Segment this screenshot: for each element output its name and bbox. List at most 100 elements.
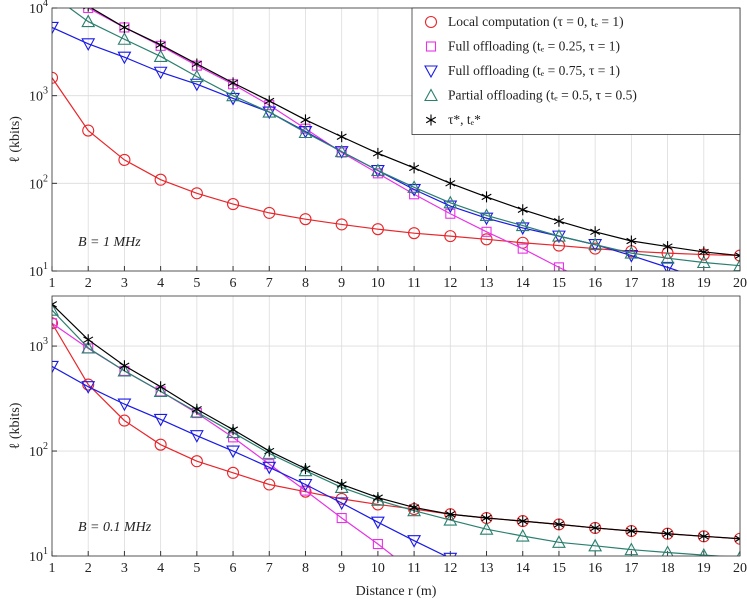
marker [660, 251, 675, 264]
legend-marker [425, 114, 437, 126]
plot-area [52, 296, 740, 556]
x-tick-label: 13 [480, 276, 494, 291]
marker [336, 512, 347, 524]
marker [81, 381, 96, 394]
y-axis-label: ℓ (kbits) [8, 116, 23, 163]
marker [299, 213, 312, 226]
x-tick-label: 1 [49, 561, 56, 576]
marker [334, 497, 349, 511]
marker [662, 528, 673, 540]
marker [590, 522, 601, 534]
marker [479, 208, 494, 222]
marker [552, 239, 565, 252]
x-tick-label: 19 [697, 561, 711, 576]
marker [734, 250, 740, 262]
marker [336, 478, 347, 490]
marker [481, 191, 492, 203]
legend-label: Full offloading (tₑ = 0.25, τ = 1) [448, 39, 620, 54]
marker [481, 226, 492, 237]
x-tick-label: 14 [516, 561, 530, 576]
x-axis-label: Distance r (m) [356, 584, 437, 599]
marker [264, 95, 275, 107]
marker [515, 218, 530, 232]
marker [443, 200, 458, 214]
marker [83, 8, 94, 12]
marker [517, 204, 528, 216]
marker [191, 58, 202, 70]
marker [155, 39, 166, 51]
marker [517, 243, 528, 254]
marker [372, 492, 383, 504]
legend-label: Local computation (τ = 0, tₑ = 1) [448, 14, 624, 29]
marker [155, 381, 166, 393]
legend-marker [424, 15, 438, 29]
marker [264, 445, 275, 457]
legend-label: Partial offloading (tₑ = 0.5, τ = 0.5) [448, 88, 637, 103]
marker [262, 104, 277, 118]
marker [119, 360, 130, 372]
marker [153, 384, 168, 397]
legend-marker [424, 88, 438, 102]
x-tick-label: 20 [733, 276, 747, 291]
marker [82, 378, 95, 391]
x-tick-label: 8 [302, 561, 309, 576]
marker [190, 455, 203, 468]
x-tick-label: 17 [624, 561, 638, 576]
legend-marker [424, 65, 438, 79]
marker [553, 262, 564, 271]
marker [117, 51, 132, 65]
marker [263, 206, 276, 219]
x-tick-label: 1 [49, 276, 56, 291]
marker [153, 66, 168, 80]
marker [626, 525, 637, 537]
marker [336, 131, 347, 143]
marker [52, 298, 58, 310]
marker [408, 227, 421, 240]
series-line [52, 365, 447, 556]
marker [407, 503, 422, 517]
marker [480, 233, 493, 246]
marker [699, 547, 709, 556]
x-tick-label: 17 [624, 276, 638, 291]
marker [154, 438, 167, 451]
marker [661, 545, 674, 556]
marker [517, 515, 528, 527]
plot-frame [51, 295, 741, 557]
plot-series [52, 298, 740, 556]
marker [624, 542, 639, 556]
x-tick-label: 13 [480, 561, 494, 576]
series-line [68, 8, 740, 267]
legend-marker [425, 41, 437, 52]
x-tick-label: 3 [121, 561, 128, 576]
marker [698, 530, 709, 542]
marker [298, 478, 313, 492]
marker [407, 183, 422, 197]
marker [190, 187, 203, 200]
x-tick-label: 12 [443, 276, 457, 291]
marker [52, 71, 59, 84]
x-tick-label: 16 [588, 561, 602, 576]
marker [52, 360, 59, 374]
legend-box [411, 7, 741, 135]
marker [443, 195, 458, 209]
y-axis-label: ℓ (kbits) [8, 402, 23, 449]
marker [334, 144, 349, 158]
marker [443, 512, 458, 526]
marker [226, 92, 240, 106]
x-tick-label: 15 [552, 561, 566, 576]
marker [83, 8, 94, 14]
x-tick-label: 3 [121, 276, 128, 291]
x-tick-label: 5 [193, 276, 200, 291]
x-tick-label: 6 [230, 276, 237, 291]
x-tick-label: 10 [371, 276, 385, 291]
marker [117, 32, 132, 45]
marker [479, 212, 494, 226]
marker [226, 445, 240, 459]
marker [407, 180, 422, 193]
marker [52, 21, 59, 35]
y-tick-label: 103 [29, 86, 48, 105]
annotation: B = 1 MHz [78, 235, 141, 250]
marker [83, 334, 94, 346]
